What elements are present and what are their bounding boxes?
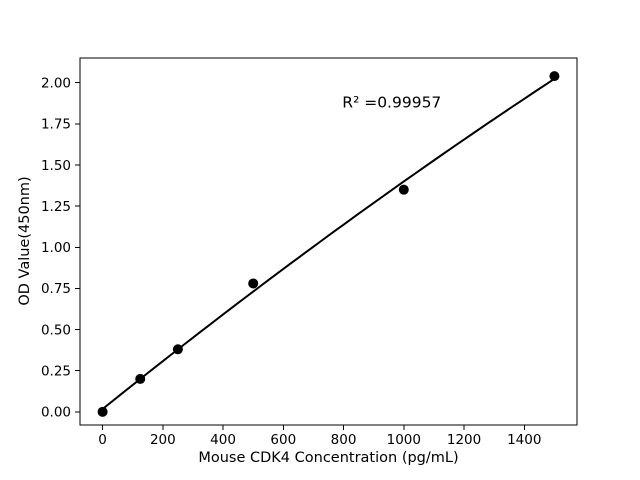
data-point (248, 278, 259, 289)
x-tick-label: 1000 (387, 432, 421, 448)
axis-labels: Mouse CDK4 Concentration (pg/mL) OD Valu… (17, 93, 459, 466)
x-tick-label: 1400 (507, 432, 541, 448)
y-tick-label: 0.75 (41, 281, 71, 297)
data-point (172, 344, 183, 355)
r-squared-annotation: R² =0.99957 (342, 93, 441, 111)
data-point (135, 373, 146, 384)
y-tick-label: 0.00 (41, 405, 71, 421)
x-tick-label: 600 (270, 432, 296, 448)
y-axis-label: OD Value(450nm) (17, 176, 33, 305)
data-point (549, 71, 560, 82)
fit-line (101, 77, 556, 411)
x-tick-label: 400 (210, 432, 236, 448)
y-tick-label: 1.25 (41, 199, 71, 215)
data-point (97, 406, 108, 417)
y-tick-label: 0.50 (41, 322, 71, 338)
x-tick-label: 1200 (447, 432, 481, 448)
y-tick-label: 1.50 (41, 158, 71, 174)
x-tick-label: 0 (98, 432, 107, 448)
x-axis-label: Mouse CDK4 Concentration (pg/mL) (198, 450, 458, 466)
y-tick-label: 2.00 (41, 75, 71, 91)
y-tick-label: 1.00 (41, 240, 71, 256)
x-tick-label: 800 (331, 432, 357, 448)
data-point (398, 184, 409, 195)
plot-border (79, 57, 578, 426)
y-tick-label: 1.75 (41, 117, 71, 133)
plot-area: 0 200 400 600 800 1000 1200 1400 0.00 0.25 0.50 0.7… (41, 57, 578, 448)
x-tick-label: 200 (150, 432, 176, 448)
y-tick-label: 0.25 (41, 363, 71, 379)
